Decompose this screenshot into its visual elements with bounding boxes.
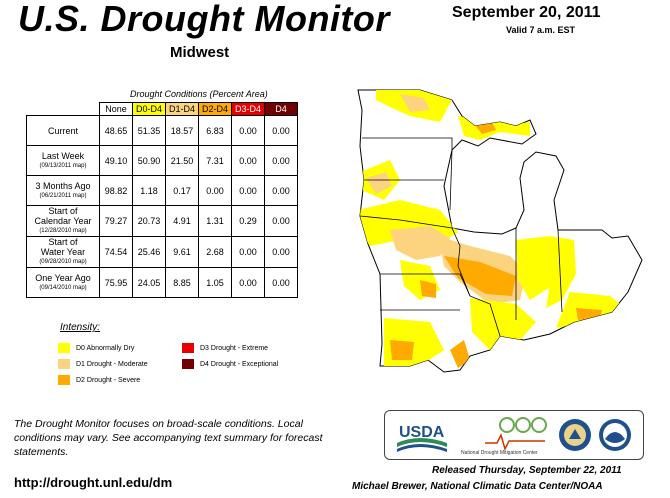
row-label-main: 3 Months Ago [35, 180, 91, 191]
table-cell: 6.83 [198, 115, 232, 146]
table-cell: 0.00 [264, 175, 298, 206]
table-cell: 7.31 [198, 145, 232, 176]
table-cell: 8.85 [165, 267, 199, 298]
row-label-main: Start of Calendar Year [34, 206, 92, 226]
table-cell: 98.82 [99, 175, 133, 206]
release-date: Released Thursday, September 22, 2011 [432, 465, 622, 476]
map-title: U.S. Drought Monitor [18, 0, 390, 39]
table-cell: 0.00 [264, 205, 298, 237]
legend-swatch-d0 [58, 343, 70, 353]
table-cell: 0.29 [231, 205, 265, 237]
table-cell: 1.18 [132, 175, 166, 206]
col-header-d4: D4 [264, 102, 298, 116]
partner-logos: USDA National Drought Mitigation Center [384, 410, 644, 460]
col-header-d3-d4: D3-D4 [231, 102, 265, 116]
row-label: Start of Water Year (09/28/2010 map) [26, 236, 100, 268]
ndmc-logo-text: National Drought Mitigation Center [461, 450, 538, 456]
legend-label-d0: D0 Abnormally Dry [76, 345, 135, 352]
row-label: Start of Calendar Year (12/28/2010 map) [26, 205, 100, 237]
table-cell: 0.00 [264, 115, 298, 146]
table-cell: 0.00 [231, 175, 265, 206]
row-label-map-date: (06/21/2011 map) [39, 192, 87, 199]
table-cell: 4.91 [165, 205, 199, 237]
legend-label-d2: D2 Drought - Severe [76, 377, 141, 384]
table-cell: 48.65 [99, 115, 133, 146]
table-cell: 79.27 [99, 205, 133, 237]
table-cell: 1.05 [198, 267, 232, 298]
table-cell: 18.57 [165, 115, 199, 146]
table-cell: 0.00 [264, 236, 298, 268]
noaa-logo-icon [599, 419, 631, 451]
table-cell: 74.54 [99, 236, 133, 268]
row-label-main: Start of Water Year [40, 237, 86, 257]
source-url-link[interactable]: http://drought.unl.edu/dm [14, 475, 173, 490]
table-cell: 1.31 [198, 205, 232, 237]
table-row: Current 48.65 51.35 18.57 6.83 0.00 0.00 [26, 115, 298, 146]
row-label-map-date: (09/28/2010 map) [39, 259, 87, 265]
table-cell: 75.95 [99, 267, 133, 298]
usda-logo: USDA [397, 424, 447, 452]
legend-swatch-d3 [182, 343, 194, 353]
region-name: Midwest [170, 44, 230, 61]
legend-label-d4: D4 Drought - Exceptional [200, 361, 279, 368]
row-label-main: Last Week [41, 150, 85, 161]
table-cell: 0.00 [198, 175, 232, 206]
row-label: 3 Months Ago (06/21/2011 map) [26, 175, 100, 206]
valid-time: Valid 7 a.m. EST [506, 25, 576, 35]
usda-logo-text: USDA [399, 424, 445, 441]
table-cell: 49.10 [99, 145, 133, 176]
row-label: One Year Ago (09/14/2010 map) [26, 267, 100, 298]
midwest-drought-map [357, 89, 643, 373]
legend-swatch-d4 [182, 359, 194, 369]
table-cell: 0.00 [264, 145, 298, 176]
table-cell: 0.00 [231, 145, 265, 176]
row-label: Current [26, 115, 100, 146]
table-cell: 20.73 [132, 205, 166, 237]
commerce-seal-icon [559, 419, 591, 451]
row-label-map-date: (09/14/2010 map) [39, 284, 87, 291]
row-label-main: Current [47, 125, 78, 136]
logo-strip: USDA National Drought Mitigation Center [397, 417, 631, 456]
row-label-main: One Year Ago [35, 272, 91, 283]
legend-swatch-d2 [58, 375, 70, 385]
col-header-d0-d4: D0-D4 [132, 102, 166, 116]
legend-title: Intensity: [60, 322, 101, 333]
row-label: Last Week (09/13/2011 map) [26, 145, 100, 176]
table-cell: 21.50 [165, 145, 199, 176]
table-cell: 24.05 [132, 267, 166, 298]
table-header-row: None D0-D4 D1-D4 D2-D4 D3-D4 D4 [27, 102, 298, 116]
legend-label-d1: D1 Drought - Moderate [76, 361, 148, 368]
author-credit: Michael Brewer, National Climatic Data C… [352, 481, 603, 492]
table-row: Last Week (09/13/2011 map) 49.10 50.90 21.50… [26, 145, 298, 176]
table-cell: 50.90 [132, 145, 166, 176]
table-caption: Drought Conditions (Percent Area) [130, 89, 268, 99]
legend-swatch-d1 [58, 359, 70, 369]
table-cell: 0.00 [231, 267, 265, 298]
table-cell: 2.68 [198, 236, 232, 268]
table-cell: 0.00 [231, 236, 265, 268]
table-corner [27, 103, 100, 116]
table-cell: 0.17 [165, 175, 199, 206]
table-cell: 25.46 [132, 236, 166, 268]
disclaimer-note: The Drought Monitor focuses on broad-sca… [14, 418, 323, 458]
table-cell: 9.61 [165, 236, 199, 268]
table-row: Start of Water Year (09/28/2010 map) 74.54… [26, 236, 298, 268]
map-date: September 20, 2011 [452, 4, 601, 21]
table-cell: 0.00 [231, 115, 265, 146]
state-borders [359, 137, 563, 337]
row-label-map-date: (09/13/2011 map) [39, 162, 87, 169]
row-label-map-date: (12/28/2010 map) [39, 228, 87, 234]
table-row: 3 Months Ago (06/21/2011 map) 98.82 1.18 0.1… [26, 175, 298, 206]
col-header-d1-d4: D1-D4 [165, 102, 199, 116]
col-header-d2-d4: D2-D4 [198, 102, 232, 116]
col-header-none: None [99, 102, 133, 116]
table-row: One Year Ago (09/14/2010 map) 75.95 24.05 8.… [26, 267, 298, 298]
legend-label-d3: D3 Drought - Extreme [200, 345, 269, 352]
ndmc-logo: National Drought Mitigation Center [461, 417, 547, 456]
table-cell: 51.35 [132, 115, 166, 146]
drought-conditions-table: None D0-D4 D1-D4 D2-D4 D3-D4 D4 Current 4… [26, 102, 298, 298]
table-row: Start of Calendar Year (12/28/2010 map) 79… [26, 205, 298, 237]
table-cell: 0.00 [264, 267, 298, 298]
